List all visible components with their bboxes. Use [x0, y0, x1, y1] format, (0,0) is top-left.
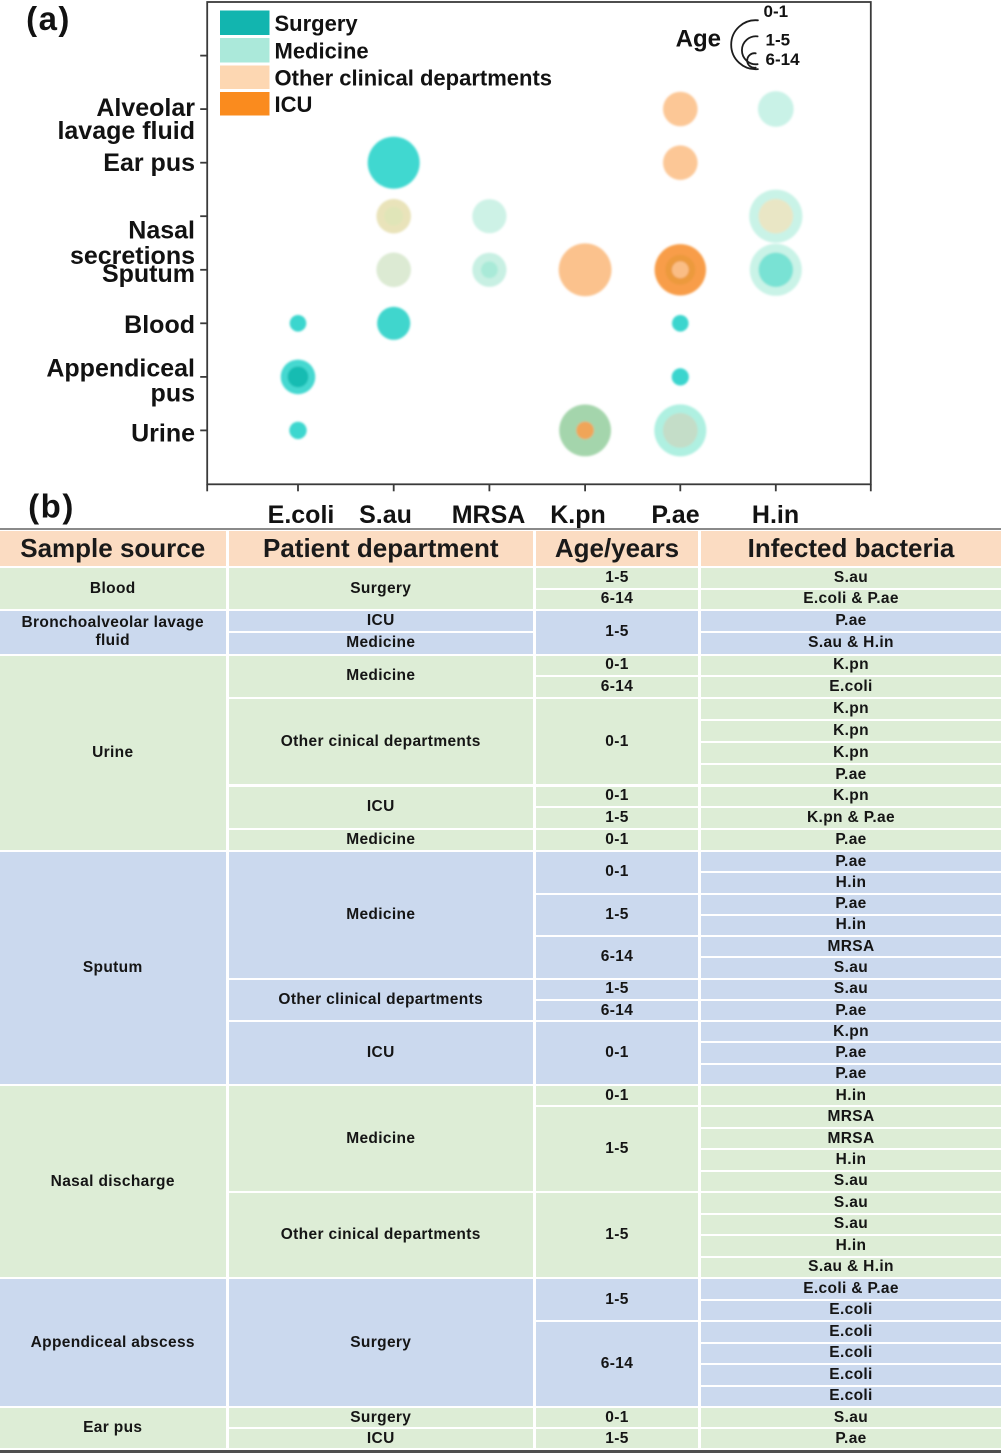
- svg-text:Urine: Urine: [131, 420, 195, 448]
- svg-text:Sputum: Sputum: [102, 260, 195, 288]
- svg-text:(b): (b): [28, 488, 75, 525]
- svg-text:E.coli: E.coli: [268, 501, 335, 529]
- svg-text:H.in: H.in: [752, 501, 799, 529]
- svg-text:Appendiceal: Appendiceal: [46, 355, 195, 383]
- svg-text:Ear pus: Ear pus: [103, 149, 195, 177]
- svg-text:Other clinical departments: Other clinical departments: [275, 65, 553, 90]
- svg-text:1-5: 1-5: [766, 31, 791, 50]
- svg-text:Surgery: Surgery: [275, 11, 359, 36]
- svg-text:P.ae: P.ae: [651, 501, 699, 529]
- svg-text:Medicine: Medicine: [275, 38, 369, 63]
- svg-text:Nasal: Nasal: [128, 217, 195, 245]
- svg-text:6-14: 6-14: [766, 50, 801, 69]
- svg-text:Age: Age: [676, 26, 721, 53]
- svg-text:(a): (a): [26, 0, 71, 37]
- svg-text:0-1: 0-1: [764, 2, 789, 21]
- svg-text:Blood: Blood: [124, 311, 195, 339]
- svg-text:K.pn: K.pn: [550, 501, 606, 529]
- svg-text:ICU: ICU: [275, 92, 313, 117]
- svg-text:S.au: S.au: [359, 501, 412, 529]
- svg-text:lavage fluid: lavage fluid: [57, 117, 195, 145]
- svg-text:Alveolar: Alveolar: [96, 94, 195, 122]
- svg-text:MRSA: MRSA: [452, 501, 526, 529]
- svg-text:secretions: secretions: [70, 242, 195, 270]
- svg-text:pus: pus: [151, 380, 195, 408]
